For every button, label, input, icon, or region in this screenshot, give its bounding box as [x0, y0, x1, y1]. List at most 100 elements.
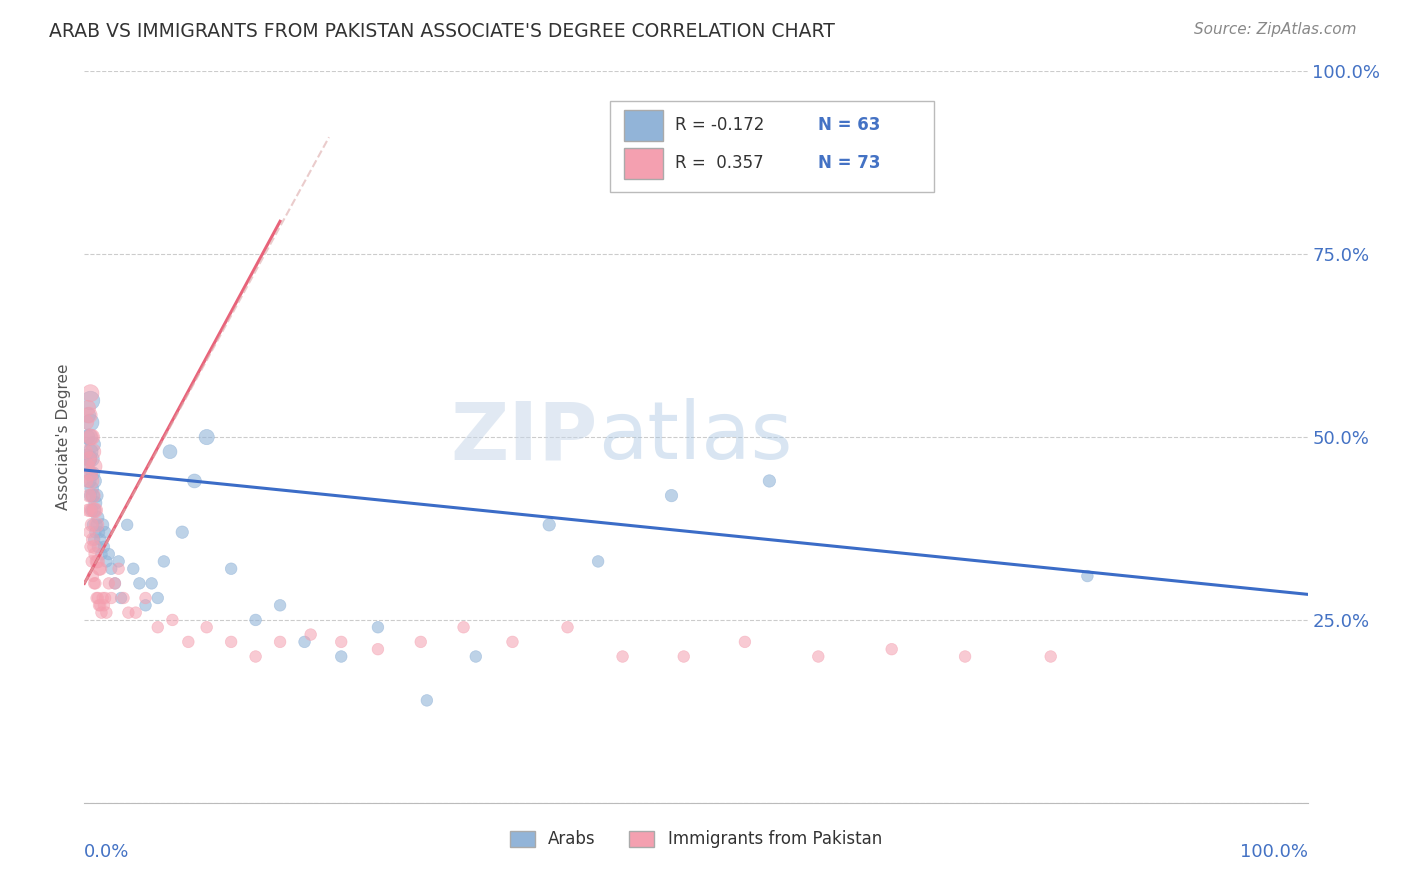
Point [84, 503, 107, 517]
Point [80, 554, 103, 568]
Point [79, 540, 101, 554]
Point [82, 444, 104, 458]
Point [758, 474, 780, 488]
Point [195, 430, 218, 444]
Point [245, 649, 267, 664]
Point [89, 599, 111, 613]
Point [90, 606, 112, 620]
Point [83, 503, 105, 517]
Text: R = -0.172: R = -0.172 [675, 116, 765, 134]
Point [77, 430, 100, 444]
Point [294, 635, 316, 649]
Point [135, 599, 157, 613]
Point [83, 533, 105, 547]
Point [77, 430, 100, 444]
Point [79, 503, 101, 517]
Point [100, 591, 122, 605]
Point [76, 416, 98, 430]
Point [82, 569, 104, 583]
Text: atlas: atlas [598, 398, 793, 476]
Point [557, 620, 579, 634]
Point [141, 576, 163, 591]
Point [96, 606, 118, 620]
Point [146, 620, 169, 634]
Point [330, 635, 353, 649]
Point [162, 613, 184, 627]
Text: 100.0%: 100.0% [1240, 843, 1308, 861]
Point [76, 452, 98, 467]
Point [107, 562, 129, 576]
Point [86, 591, 108, 605]
Point [83, 540, 105, 554]
Point [87, 554, 110, 568]
Point [96, 554, 118, 568]
Point [82, 467, 104, 481]
Point [153, 554, 176, 568]
Point [880, 642, 903, 657]
Point [86, 489, 108, 503]
Point [87, 562, 110, 576]
Point [1076, 569, 1098, 583]
Point [86, 517, 108, 532]
Point [80, 481, 103, 495]
Point [80, 452, 103, 467]
Point [87, 510, 110, 524]
Point [93, 599, 115, 613]
Point [612, 649, 634, 664]
Point [453, 620, 475, 634]
Point [177, 635, 200, 649]
Point [86, 554, 108, 568]
Point [76, 474, 98, 488]
Point [117, 606, 139, 620]
Point [87, 540, 110, 554]
Point [80, 503, 103, 517]
Point [93, 540, 115, 554]
Point [83, 576, 105, 591]
Text: ARAB VS IMMIGRANTS FROM PAKISTAN ASSOCIATE'S DEGREE CORRELATION CHART: ARAB VS IMMIGRANTS FROM PAKISTAN ASSOCIA… [49, 22, 835, 41]
Point [77, 452, 100, 467]
Point [80, 517, 103, 532]
Point [86, 517, 108, 532]
Point [367, 620, 389, 634]
Point [159, 444, 181, 458]
Point [416, 693, 439, 707]
Point [84, 496, 107, 510]
Point [110, 591, 132, 605]
Point [79, 444, 101, 458]
Point [672, 649, 695, 664]
Legend: Arabs, Immigrants from Pakistan: Arabs, Immigrants from Pakistan [502, 822, 890, 856]
Point [219, 562, 242, 576]
Point [367, 642, 389, 657]
Point [79, 386, 101, 401]
Point [661, 489, 683, 503]
Point [734, 635, 756, 649]
Point [97, 547, 120, 561]
FancyBboxPatch shape [610, 101, 935, 192]
Point [77, 408, 100, 422]
Point [79, 430, 101, 444]
Point [80, 430, 103, 444]
Text: ZIP: ZIP [451, 398, 598, 476]
Point [91, 591, 114, 605]
Point [1039, 649, 1062, 664]
Point [183, 474, 205, 488]
Point [77, 459, 100, 474]
Point [97, 576, 120, 591]
Point [77, 474, 100, 488]
Point [172, 525, 194, 540]
Text: R =  0.357: R = 0.357 [675, 153, 763, 172]
Point [77, 452, 100, 467]
Point [299, 627, 322, 641]
Text: Source: ZipAtlas.com: Source: ZipAtlas.com [1194, 22, 1357, 37]
Point [82, 437, 104, 451]
Point [125, 606, 148, 620]
FancyBboxPatch shape [624, 148, 664, 179]
Point [79, 416, 101, 430]
Point [94, 525, 117, 540]
Point [89, 562, 111, 576]
Point [112, 591, 135, 605]
Point [83, 503, 105, 517]
Point [77, 525, 100, 540]
Point [79, 393, 101, 408]
Point [269, 635, 291, 649]
